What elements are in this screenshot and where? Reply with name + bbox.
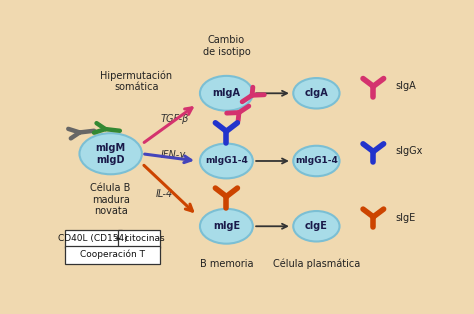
Text: sIgGx: sIgGx [395,146,423,156]
Text: Hipermutación
somática: Hipermutación somática [100,70,173,92]
FancyBboxPatch shape [65,246,160,264]
Text: TGF-β: TGF-β [161,114,189,124]
Text: + citocinas: + citocinas [114,235,164,243]
Text: CD40L (CD154): CD40L (CD154) [58,235,128,243]
Text: mIgG1-4: mIgG1-4 [295,156,338,165]
Text: sIgE: sIgE [395,213,416,223]
Circle shape [80,133,142,174]
Text: IFN-γ: IFN-γ [161,150,186,160]
Text: cIgE: cIgE [305,221,328,231]
Circle shape [293,78,339,109]
Text: Célula B
madura
novata: Célula B madura novata [91,183,131,216]
FancyBboxPatch shape [118,230,160,248]
Circle shape [200,143,253,178]
Circle shape [200,76,253,111]
Text: mIgG1-4: mIgG1-4 [205,156,248,165]
Text: Cooperación T: Cooperación T [80,250,145,259]
Circle shape [293,146,339,176]
Text: Cambio
de isotipo: Cambio de isotipo [202,35,250,57]
Text: mIgM
mIgD: mIgM mIgD [96,143,126,165]
Text: mIgA: mIgA [212,88,240,98]
Circle shape [293,211,339,241]
Text: sIgA: sIgA [395,81,416,91]
Circle shape [200,209,253,244]
Text: mIgE: mIgE [213,221,240,231]
Text: IL-4: IL-4 [155,189,173,199]
FancyBboxPatch shape [65,230,122,248]
Text: Célula plasmática: Célula plasmática [273,258,360,269]
Text: cIgA: cIgA [304,88,328,98]
Text: B memoria: B memoria [200,259,253,269]
